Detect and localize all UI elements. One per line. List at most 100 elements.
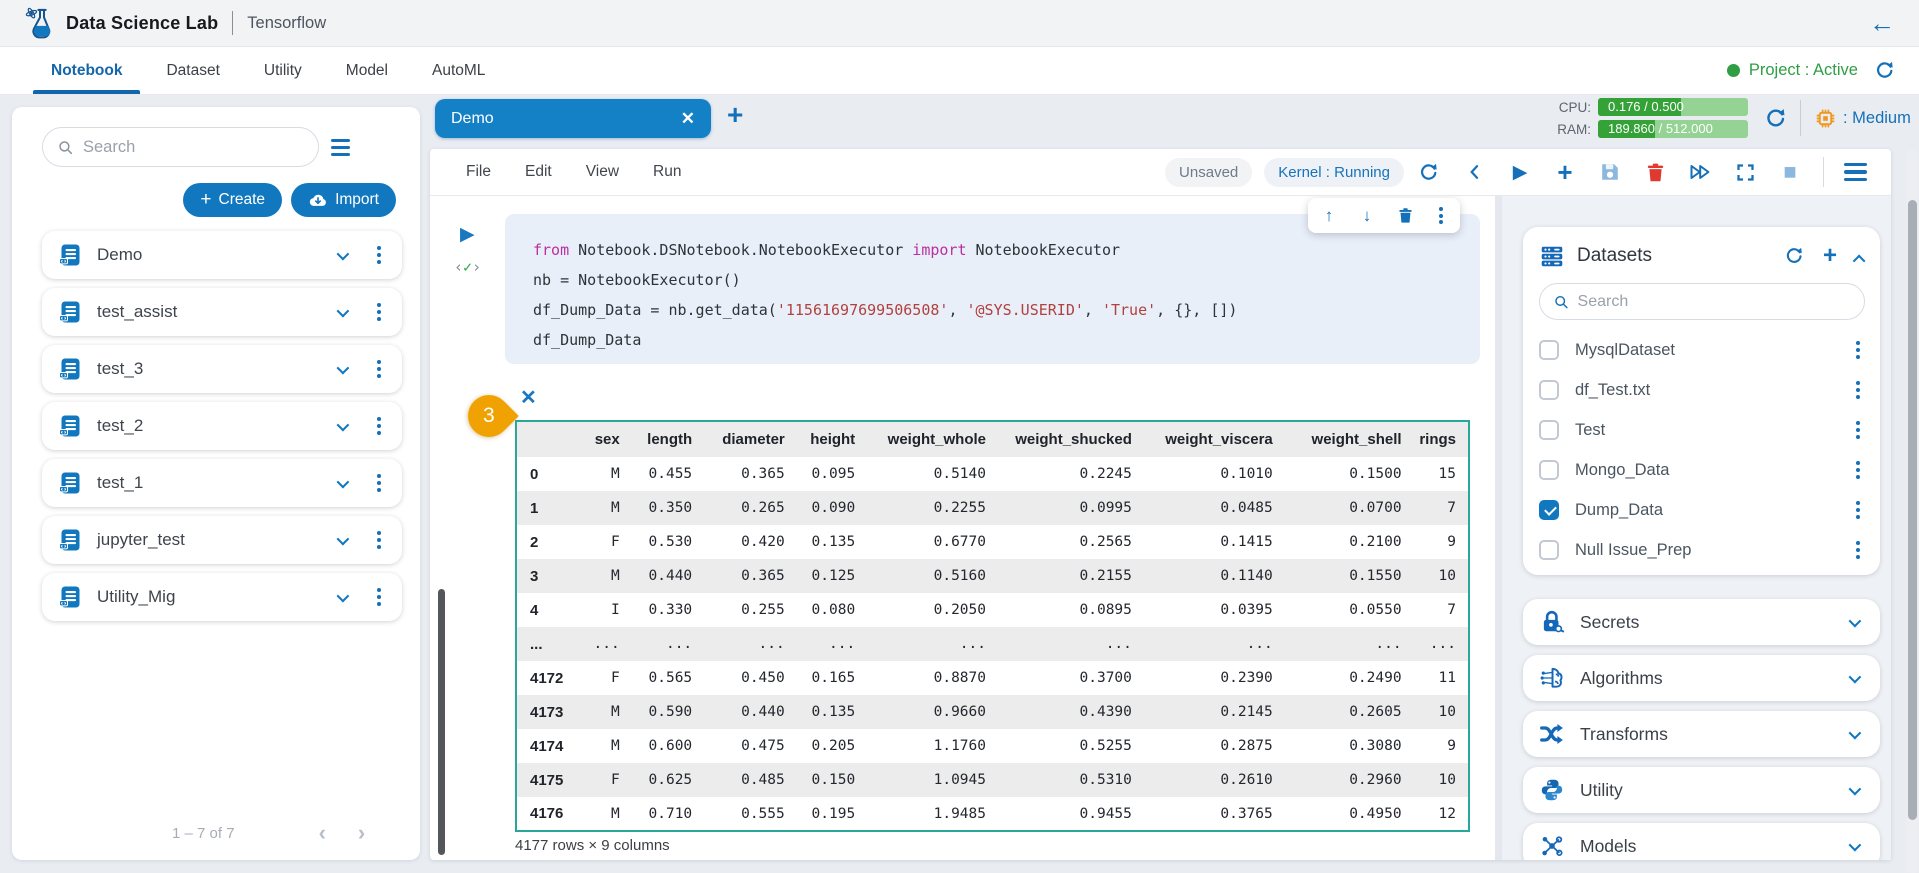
- dataset-kebab-menu-icon[interactable]: [1851, 417, 1865, 442]
- fullscreen-icon[interactable]: [1733, 160, 1757, 184]
- chevron-down-icon[interactable]: [337, 304, 350, 317]
- sidebar-menu-icon[interactable]: [331, 139, 350, 156]
- code-line[interactable]: nb = NotebookExecutor(): [533, 265, 1452, 295]
- item-kebab-menu-icon[interactable]: [372, 413, 386, 438]
- create-button[interactable]: + Create: [183, 183, 282, 217]
- notebook-item-test_1[interactable]: test_1: [42, 459, 402, 507]
- notebook-item-test_assist[interactable]: test_assist: [42, 288, 402, 336]
- dataset-checkbox[interactable]: [1539, 340, 1559, 360]
- code-line[interactable]: df_Dump_Data: [533, 325, 1452, 355]
- item-kebab-menu-icon[interactable]: [372, 470, 386, 495]
- stop-icon[interactable]: ■: [1778, 160, 1802, 184]
- back-arrow-icon[interactable]: ←: [1869, 10, 1895, 36]
- move-cell-down-icon[interactable]: ↓: [1358, 207, 1376, 225]
- item-kebab-menu-icon[interactable]: [372, 527, 386, 552]
- cells-scrollbar-track[interactable]: [1495, 196, 1502, 860]
- datasets-refresh-icon[interactable]: [1784, 246, 1804, 266]
- tab-demo[interactable]: Demo ✕: [435, 99, 711, 138]
- menu-view[interactable]: View: [586, 163, 619, 181]
- delete-icon[interactable]: [1643, 160, 1667, 184]
- dataset-kebab-menu-icon[interactable]: [1851, 337, 1865, 362]
- tab-notebook[interactable]: Notebook: [45, 47, 128, 94]
- notebook-item-test_3[interactable]: test_3: [42, 345, 402, 393]
- code-cell[interactable]: from Notebook.DSNotebook.NotebookExecuto…: [505, 214, 1480, 364]
- chevron-down-icon[interactable]: [337, 418, 350, 431]
- run-all-icon[interactable]: [1688, 160, 1712, 184]
- notebook-item-Utility_Mig[interactable]: Utility_Mig: [42, 573, 402, 621]
- save-icon[interactable]: [1598, 160, 1622, 184]
- dataset-checkbox[interactable]: [1539, 540, 1559, 560]
- page-next-icon[interactable]: ›: [358, 820, 365, 846]
- chevron-down-icon[interactable]: [1849, 838, 1862, 851]
- resources-refresh-icon[interactable]: [1764, 107, 1787, 130]
- chevron-down-icon[interactable]: [1849, 726, 1862, 739]
- chevron-down-icon[interactable]: [1849, 670, 1862, 683]
- menu-file[interactable]: File: [466, 163, 491, 181]
- output-close-icon[interactable]: ✕: [520, 388, 537, 408]
- chevron-down-icon[interactable]: [1849, 782, 1862, 795]
- item-kebab-menu-icon[interactable]: [372, 584, 386, 609]
- add-tab-icon[interactable]: +: [727, 101, 743, 129]
- vertical-scrollbar-thumb[interactable]: [438, 589, 445, 855]
- notebook-item-test_2[interactable]: test_2: [42, 402, 402, 450]
- tab-model[interactable]: Model: [340, 47, 394, 94]
- window-scrollbar-track[interactable]: [1907, 150, 1918, 873]
- code-line[interactable]: from Notebook.DSNotebook.NotebookExecuto…: [533, 235, 1452, 265]
- item-kebab-menu-icon[interactable]: [372, 299, 386, 324]
- notebook-item-Demo[interactable]: Demo: [42, 231, 402, 279]
- notebook-item-jupyter_test[interactable]: jupyter_test: [42, 516, 402, 564]
- tab-close-icon[interactable]: ✕: [681, 109, 695, 129]
- dataset-kebab-menu-icon[interactable]: [1851, 377, 1865, 402]
- sidebar-search[interactable]: [42, 127, 319, 167]
- dataset-kebab-menu-icon[interactable]: [1851, 497, 1865, 522]
- section-algorithms[interactable]: Algorithms: [1523, 655, 1880, 701]
- dataset-item-Mongo_Data[interactable]: Mongo_Data: [1539, 450, 1865, 490]
- code-line[interactable]: df_Dump_Data = nb.get_data('115616976995…: [533, 295, 1452, 325]
- chevron-down-icon[interactable]: [1849, 614, 1862, 627]
- dataset-item-Null Issue_Prep[interactable]: Null Issue_Prep: [1539, 530, 1865, 570]
- code-editor[interactable]: from Notebook.DSNotebook.NotebookExecuto…: [533, 235, 1452, 355]
- tab-dataset[interactable]: Dataset: [160, 47, 225, 94]
- add-cell-icon[interactable]: +: [1553, 160, 1577, 184]
- dataset-item-Test[interactable]: Test: [1539, 410, 1865, 450]
- dataset-kebab-menu-icon[interactable]: [1851, 457, 1865, 482]
- dataset-item-df_Test.txt[interactable]: df_Test.txt: [1539, 370, 1865, 410]
- section-utility[interactable]: Utility: [1523, 767, 1880, 813]
- delete-cell-icon[interactable]: [1396, 207, 1414, 225]
- sidebar-search-input[interactable]: [83, 138, 304, 157]
- chevron-left-icon[interactable]: [1463, 160, 1487, 184]
- kernel-refresh-icon[interactable]: [1418, 162, 1439, 183]
- section-secrets[interactable]: Secrets: [1523, 599, 1880, 645]
- cell-kebab-menu-icon[interactable]: [1434, 203, 1448, 228]
- import-button[interactable]: Import: [291, 183, 396, 217]
- datasets-search-input[interactable]: [1578, 293, 1851, 311]
- tab-utility[interactable]: Utility: [258, 47, 308, 94]
- move-cell-up-icon[interactable]: ↑: [1320, 207, 1338, 225]
- menu-edit[interactable]: Edit: [525, 163, 552, 181]
- chevron-down-icon[interactable]: [337, 475, 350, 488]
- section-transforms[interactable]: Transforms: [1523, 711, 1880, 757]
- dataset-checkbox[interactable]: [1539, 420, 1559, 440]
- menu-run[interactable]: Run: [653, 163, 681, 181]
- chevron-up-icon[interactable]: [1853, 254, 1866, 267]
- item-kebab-menu-icon[interactable]: [372, 356, 386, 381]
- chevron-down-icon[interactable]: [337, 589, 350, 602]
- run-cell-icon[interactable]: ▶: [460, 223, 475, 246]
- datasets-search[interactable]: [1539, 283, 1865, 320]
- chevron-down-icon[interactable]: [337, 532, 350, 545]
- window-scrollbar-thumb[interactable]: [1908, 200, 1917, 820]
- tab-automl[interactable]: AutoML: [426, 47, 491, 94]
- page-prev-icon[interactable]: ‹: [319, 820, 326, 846]
- project-refresh-icon[interactable]: [1874, 60, 1895, 81]
- dataset-item-Dump_Data[interactable]: Dump_Data: [1539, 490, 1865, 530]
- chevron-down-icon[interactable]: [337, 361, 350, 374]
- dataset-checkbox[interactable]: [1539, 380, 1559, 400]
- item-kebab-menu-icon[interactable]: [372, 242, 386, 267]
- section-models[interactable]: Models: [1523, 823, 1880, 860]
- dataset-kebab-menu-icon[interactable]: [1851, 537, 1865, 562]
- panel-menu-icon[interactable]: [1844, 163, 1867, 182]
- dataset-item-MysqlDataset[interactable]: MysqlDataset: [1539, 330, 1865, 370]
- datasets-add-icon[interactable]: +: [1823, 244, 1837, 268]
- play-icon[interactable]: ▶: [1508, 160, 1532, 184]
- dataset-checkbox[interactable]: [1539, 500, 1559, 520]
